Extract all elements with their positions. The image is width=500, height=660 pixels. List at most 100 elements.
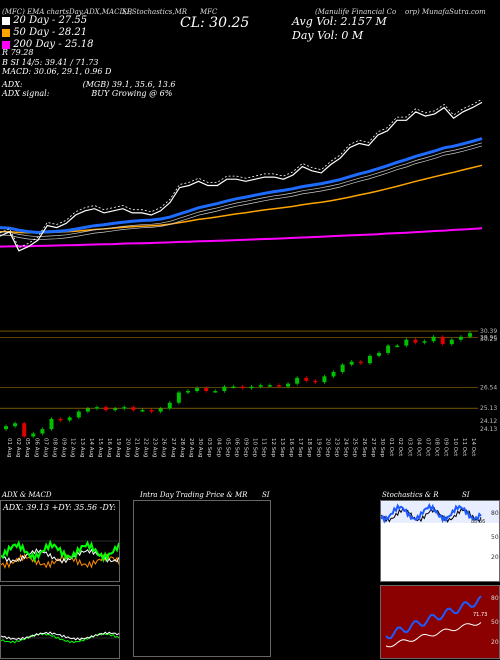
date-tick-label: 13 Aug [79,438,85,458]
ema20-legend: 20 Day - 27.55 [2,15,87,26]
candle-body [176,392,181,403]
candle-body [286,383,291,387]
adx-stat: ADX: (MGB) 39.1, 35.6, 13.6 [2,80,176,89]
date-tick-label: 21 Aug [133,438,139,458]
candle-body [267,385,272,387]
date-tick-label: 10 Oct [452,438,458,457]
adx-panel-title: ADX & MACD [2,491,52,499]
adx-minus-di-line [1,552,119,569]
date-tick-label: 04 Sep [215,438,221,458]
candle-body [386,345,391,353]
date-tick-label: 03 Sep [206,438,212,458]
candle-body [195,388,200,392]
rsi-line [385,595,482,640]
candle-body [276,385,281,387]
band-line-lower [0,145,483,241]
date-tick-label: 14 Aug [88,438,94,458]
candle-body [231,386,236,389]
intra-panel-si: SI [262,491,270,499]
mrsi-stat: B SI 14/5: 39.41 / 71.73 [2,58,99,67]
company-name: (Manulife Financial Co [315,8,397,16]
candle-body [304,377,309,381]
adx-lines [1,539,119,569]
candle-body [94,407,99,409]
band-line-mid [0,142,483,238]
day-volume: Day Vol: 0 M [292,29,364,42]
candle-body [113,408,118,411]
candle-body [40,429,45,434]
ema50-legend: 50 Day - 28.21 [2,27,87,38]
date-tick-label: 19 Aug [115,438,121,458]
candle-body [185,391,190,393]
candle-body [449,339,454,345]
candle-body [313,380,318,383]
date-tick-label: 01 Oct [388,438,394,457]
candle-body [413,339,418,343]
date-tick-label: 29 Aug [188,438,194,458]
price-line [0,101,483,252]
stoch-level-label: 20 [491,554,499,561]
candle-body [440,336,445,345]
candle-body [158,408,163,412]
date-tick-label: 19 Sep [315,438,321,458]
price-tick-label: 25.13 [480,405,497,412]
ema20-swatch [2,16,10,25]
adx-signal: ADX signal: BUY Growing @ 6% [2,89,173,98]
date-tick-label: 12 Sep [270,438,276,458]
adx-plus-di-line [1,539,119,564]
candle-body [67,417,72,421]
date-tick-label: 01 Aug [6,438,12,458]
candle-body [204,388,209,392]
candle-body [377,352,382,356]
date-tick-label: 06 Sep [233,438,239,458]
candle-body [349,361,354,365]
date-tick-label: 08 Oct [434,438,440,457]
candle-body [404,339,409,346]
ema50-line [0,164,483,234]
avg-volume: Avg Vol: 2.157 M [292,15,387,28]
price-tick-label: 29.96 [480,334,497,341]
candle-body [213,391,218,393]
date-tick-label: 26 Aug [161,438,167,458]
ema200-legend: 200 Day - 25.18 [2,39,93,50]
candle-body [22,423,27,437]
ema200-swatch [2,40,10,49]
candle-body [258,385,263,387]
date-tick-label: 07 Oct [425,438,431,457]
date-tick-label: 14 Oct [470,438,476,457]
candle-body [104,407,109,411]
intra-panel-title: Intra Day Trading Price & MR [140,491,248,499]
candle-body [367,355,372,364]
candle-body [340,364,345,372]
date-tick-label: 16 Sep [288,438,294,458]
date-tick-label: 04 Oct [415,438,421,457]
date-tick-label: 27 Aug [170,438,176,458]
candle-body [249,386,254,389]
candle-body [149,410,154,412]
candle-body [240,386,245,389]
mrsi-line [385,622,482,648]
date-tick-label: 12 Aug [70,438,76,458]
date-tick-label: 05 Sep [224,438,230,458]
stoch-value-tag: 88.86 [471,519,485,525]
date-tick-label: 11 Sep [261,438,267,458]
candle-body [358,361,363,364]
stoch-k-line [381,502,482,524]
date-tick-label: 15 Aug [97,438,103,458]
close-price: CL: 30.25 [180,15,250,31]
date-tick-label: 30 Aug [197,438,203,458]
adx-values: ADX: 39.13 +DY: 35.56 -DY: 15.56 [3,503,119,512]
ema50-swatch [2,28,10,37]
price-tick-label: 30.39 [480,328,497,335]
date-tick-label: 10 Sep [252,438,258,458]
candle-body [31,433,36,437]
intraday-panel [133,500,271,657]
date-tick-label: 07 Aug [42,438,48,458]
candle-body [58,418,63,421]
date-tick-label: 05 Aug [24,438,30,458]
date-tick-label: 17 Sep [297,438,303,458]
date-tick-label: 09 Oct [443,438,449,457]
ticker-symbol: MFC [200,8,218,16]
candle-body [331,371,336,377]
